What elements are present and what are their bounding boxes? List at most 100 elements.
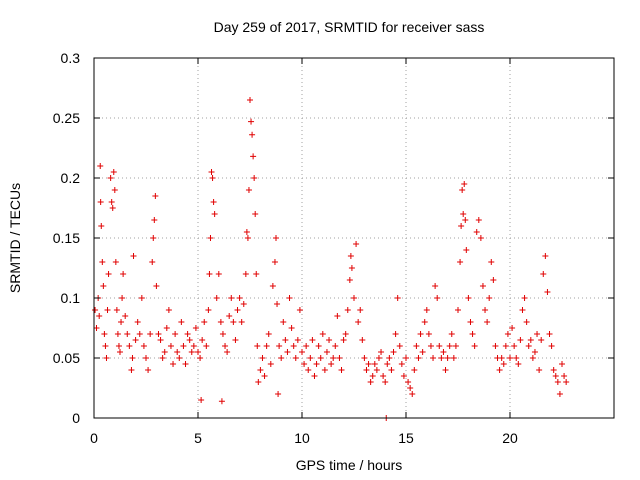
data-point (230, 319, 237, 325)
data-point (332, 343, 339, 349)
data-point (511, 343, 518, 349)
data-point (117, 349, 123, 355)
data-point (251, 175, 258, 181)
data-point (326, 337, 333, 343)
data-point (161, 349, 168, 355)
data-point (450, 355, 457, 361)
data-point (206, 271, 213, 277)
data-point (192, 325, 199, 331)
data-point (436, 343, 443, 349)
data-point (236, 295, 243, 301)
data-point (378, 349, 385, 355)
data-point (140, 343, 147, 349)
data-point (167, 343, 174, 349)
x-tick-label: 15 (398, 430, 414, 446)
data-point (452, 343, 459, 349)
data-point (371, 361, 378, 367)
data-point (347, 253, 354, 259)
data-point (440, 349, 447, 355)
data-point (375, 355, 382, 361)
y-tick-label: 0 (72, 410, 80, 426)
data-point (213, 295, 220, 301)
data-point (136, 331, 143, 337)
data-point (129, 355, 136, 361)
data-point (473, 229, 480, 235)
data-point (98, 223, 105, 229)
data-point (103, 355, 110, 361)
data-point (357, 307, 364, 313)
data-point (107, 175, 114, 181)
data-point (353, 241, 360, 247)
data-point (386, 355, 393, 361)
data-point (105, 271, 112, 277)
data-point (299, 349, 305, 355)
data-point (465, 295, 472, 301)
data-point (396, 343, 403, 349)
data-point (446, 343, 453, 349)
data-point (367, 379, 374, 385)
data-point (290, 343, 297, 349)
data-point (434, 295, 441, 301)
data-point (463, 247, 470, 253)
x-tick-labels: 0 5 10 15 20 (90, 430, 518, 446)
data-point (249, 131, 256, 138)
data-point (118, 319, 125, 325)
data-point (442, 367, 449, 373)
data-point (284, 349, 291, 355)
data-point (282, 337, 289, 343)
data-point (197, 355, 204, 361)
data-point (244, 235, 251, 241)
data-point (130, 253, 137, 259)
data-point (252, 211, 259, 217)
data-point (149, 259, 156, 265)
data-point (267, 361, 274, 367)
data-point (462, 217, 469, 223)
data-point (346, 277, 353, 283)
data-point (538, 337, 545, 343)
data-point (344, 307, 351, 313)
data-point (301, 361, 308, 367)
data-point (111, 187, 118, 193)
ticks-layer (93, 57, 614, 419)
data-point (157, 337, 164, 343)
points-layer (92, 97, 570, 421)
data-point (519, 307, 526, 313)
y-tick-label: 0.2 (61, 170, 81, 186)
data-point (482, 307, 489, 313)
data-point (407, 385, 414, 391)
data-point (330, 355, 337, 361)
data-point (403, 355, 409, 361)
data-point (245, 187, 252, 193)
data-point (351, 295, 357, 301)
y-tick-labels: 0 0.05 0.1 0.15 0.2 0.25 0.3 (53, 50, 80, 426)
data-point (226, 313, 233, 319)
data-point (269, 283, 276, 289)
data-point (109, 205, 116, 211)
data-point (278, 355, 285, 361)
data-point (423, 307, 430, 313)
data-point (373, 367, 380, 373)
data-point (479, 283, 486, 289)
data-point (417, 331, 424, 337)
data-point (348, 265, 355, 271)
data-point (527, 337, 534, 343)
data-point (546, 331, 553, 337)
data-point (392, 331, 399, 337)
data-point (390, 349, 397, 355)
data-point (224, 349, 231, 355)
data-point (209, 175, 216, 181)
data-point (114, 331, 121, 337)
data-point (150, 235, 157, 241)
data-point (556, 391, 563, 397)
data-point (126, 343, 133, 349)
data-point (170, 361, 177, 367)
data-point (253, 271, 260, 277)
data-point (521, 295, 528, 301)
data-point (400, 373, 407, 379)
data-point (120, 271, 127, 277)
data-point (504, 331, 511, 337)
data-point (388, 367, 395, 373)
data-point (369, 373, 376, 379)
data-point (100, 283, 107, 289)
data-point (559, 361, 565, 367)
